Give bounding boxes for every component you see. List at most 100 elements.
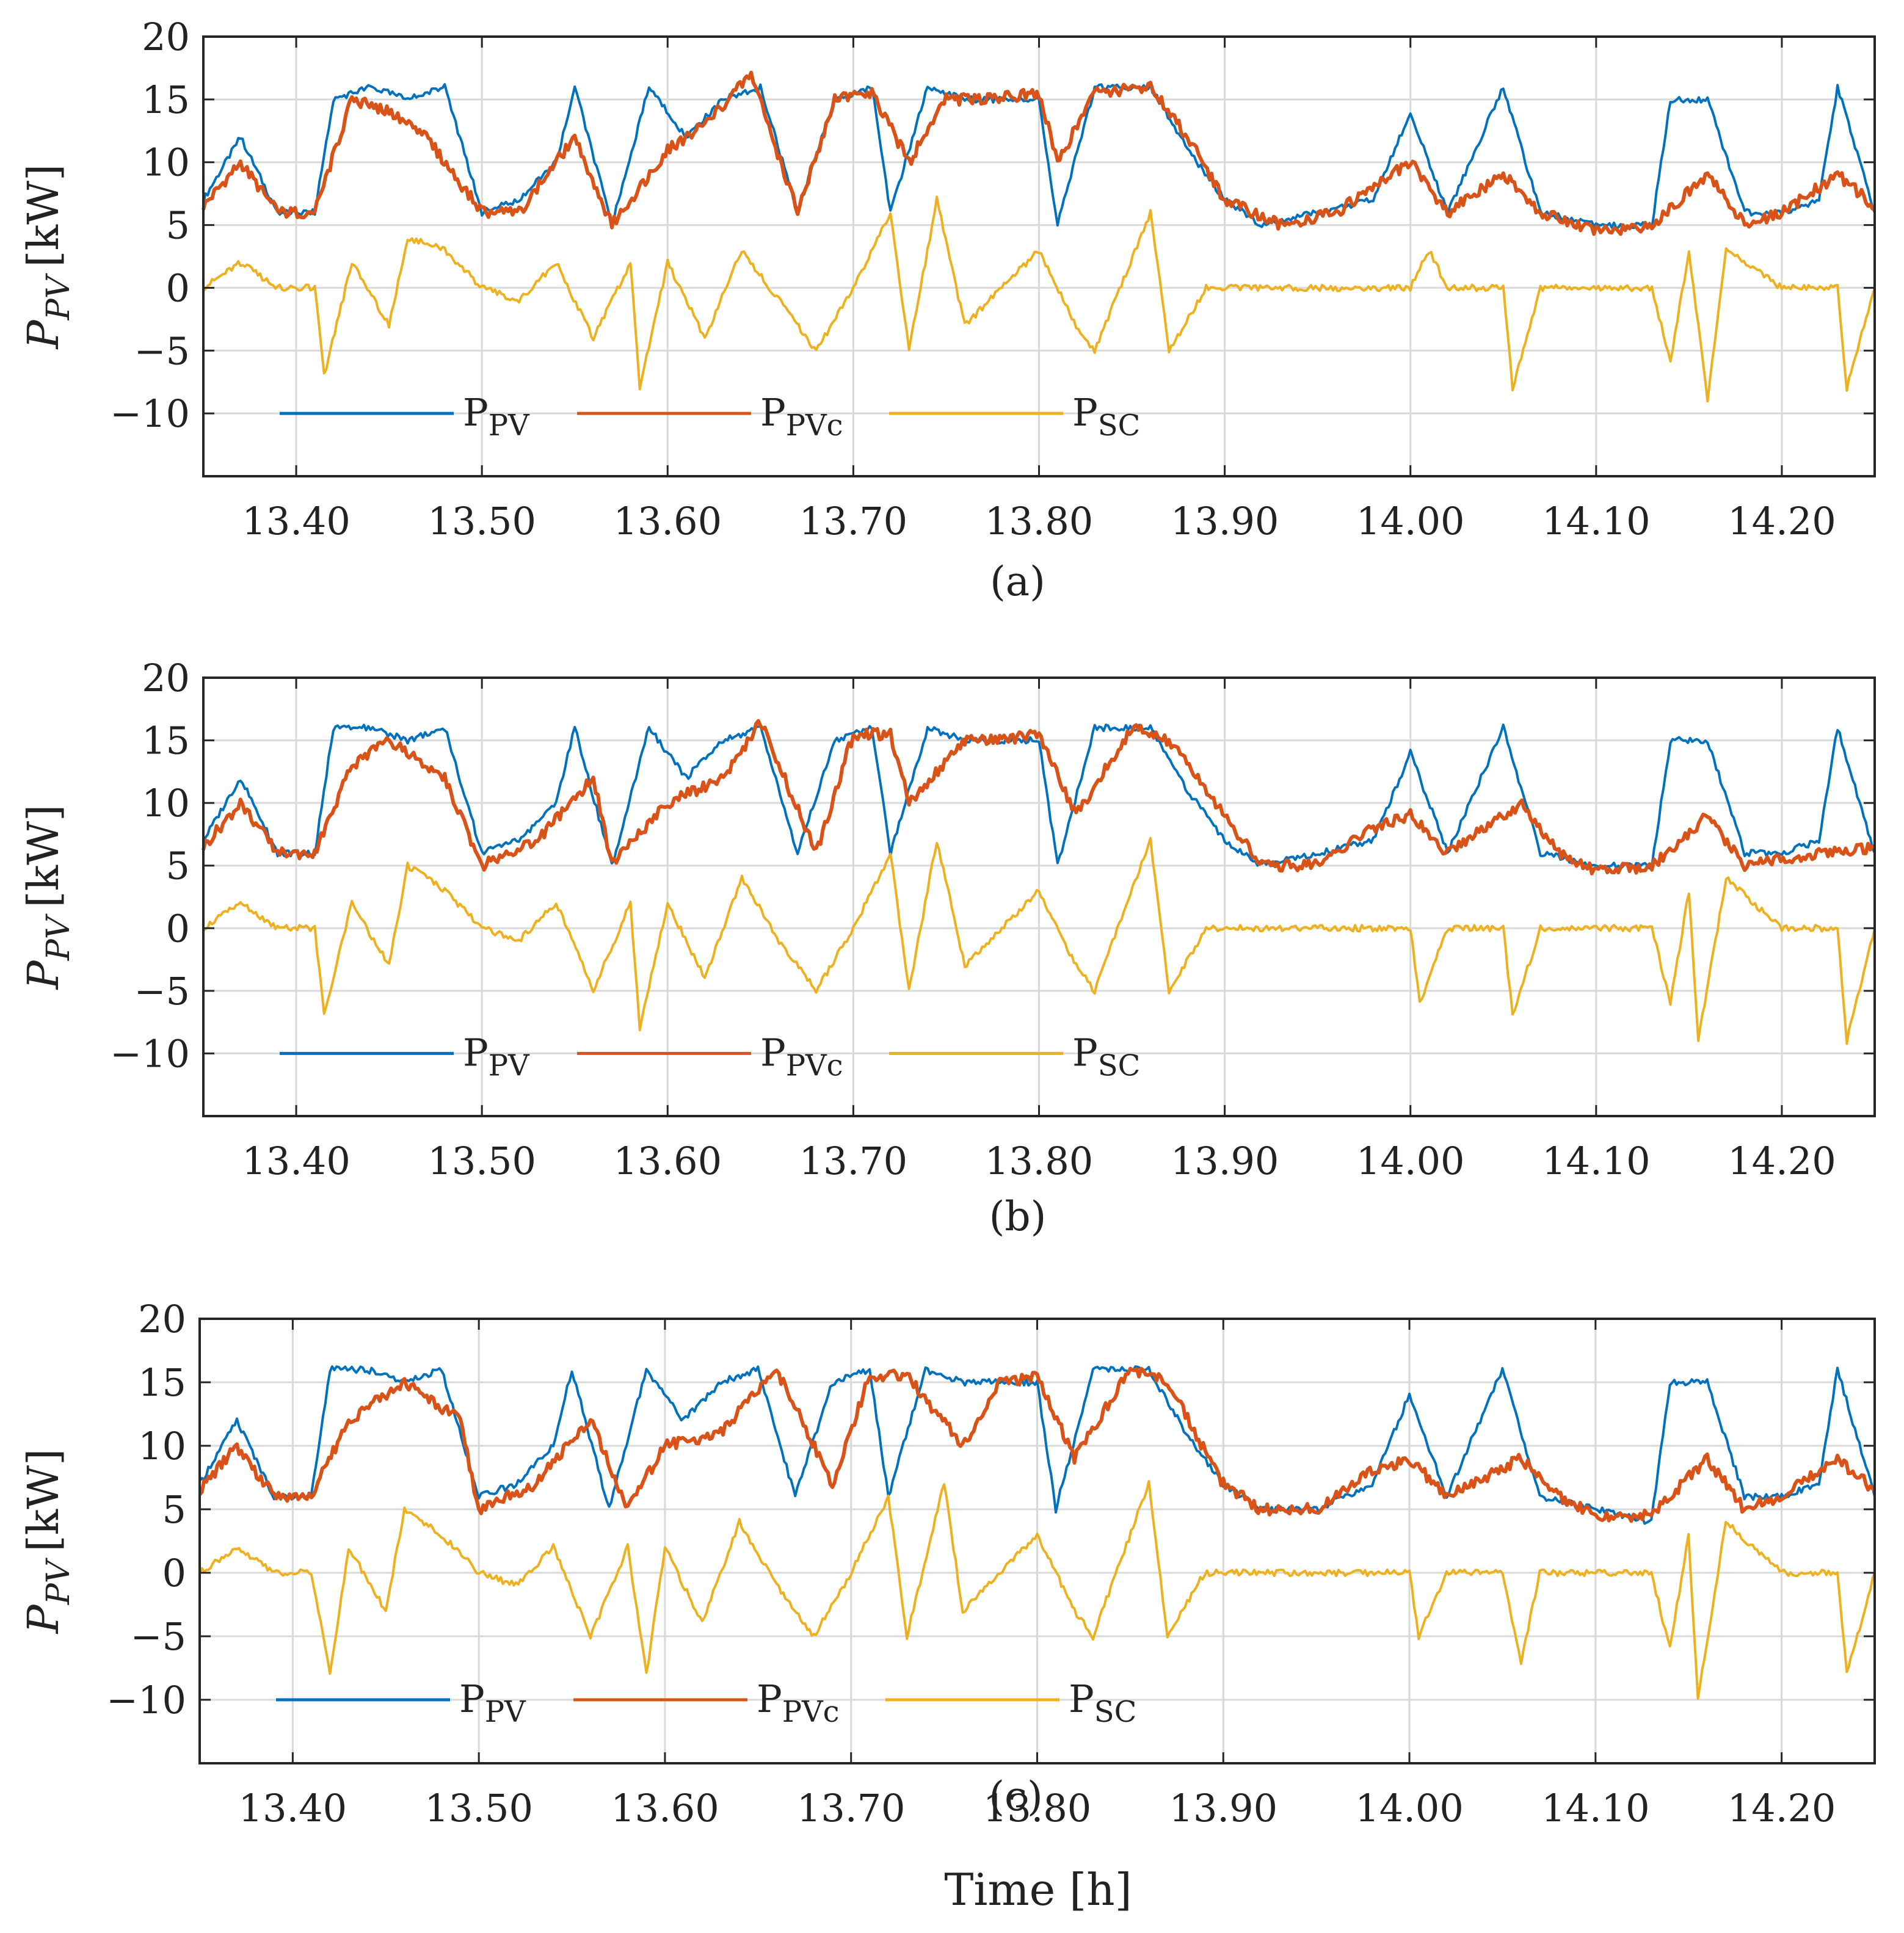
y-axis-title-unit: [kW] <box>18 164 68 267</box>
y-tick-label: −5 <box>134 969 190 1014</box>
y-tick-label: −5 <box>131 1614 186 1659</box>
legend: PPV PPVc PSC <box>280 1030 1140 1083</box>
series-line-sc <box>202 836 1876 1045</box>
y-tick-label: −10 <box>110 1031 190 1076</box>
series-line-pvc <box>202 70 1877 236</box>
x-tick-label: 13.80 <box>985 499 1094 543</box>
y-tick-label: 5 <box>162 1487 186 1532</box>
x-tick-label: 13.90 <box>1171 499 1279 543</box>
y-axis-title: PPV [kW] <box>18 805 77 991</box>
y-tick-label: 20 <box>142 656 190 700</box>
y-tick-label: 20 <box>138 1297 186 1341</box>
series-lines <box>202 719 1876 1045</box>
chart-panel-1: 13.40 13.50 13.60 13.70 13.80 13.90 14.00 14.10… <box>18 15 1877 605</box>
x-axis-title: Time [h] <box>944 1864 1132 1915</box>
x-tick-label: 13.80 <box>983 1786 1092 1830</box>
x-tick-label: 13.50 <box>427 499 536 543</box>
y-tick-label: 10 <box>142 140 190 185</box>
series-lines <box>202 70 1877 403</box>
series-line-pvc <box>202 719 1875 876</box>
panel-caption: (a) <box>990 558 1045 605</box>
ticks <box>200 1318 1875 1763</box>
x-tick-label: 13.90 <box>1171 1139 1279 1183</box>
x-tick-label: 14.00 <box>1356 499 1465 543</box>
legend-label-pv: PPV <box>463 1030 530 1083</box>
x-tick-label: 13.40 <box>242 499 351 543</box>
y-tick-label: −10 <box>110 391 190 436</box>
y-axis-title-main: P <box>18 319 68 350</box>
legend-label-main: P <box>1069 1677 1094 1721</box>
x-tick-label: 14.10 <box>1541 1786 1650 1830</box>
y-axis-title-unit: [kW] <box>18 1449 68 1552</box>
legend-label-sc: PSC <box>1069 1677 1136 1729</box>
y-axis-title: PPV [kW] <box>18 164 77 350</box>
x-tick-label: 13.40 <box>242 1139 351 1183</box>
y-tick-label: 0 <box>166 906 190 951</box>
legend-label-sub: SC <box>1094 1695 1137 1729</box>
x-tick-label: 14.10 <box>1542 499 1651 543</box>
legend-label-sub: SC <box>1098 1048 1141 1083</box>
x-tick-label: 13.60 <box>614 1139 722 1183</box>
y-tick-label: 0 <box>166 266 190 310</box>
legend-label-main: P <box>463 390 489 435</box>
legend-label-sub: PVc <box>786 1048 843 1083</box>
legend-label-sub: PV <box>485 1695 526 1729</box>
chart-panel-2: 13.40 13.50 13.60 13.70 13.80 13.90 14.00 14.10… <box>18 656 1876 1240</box>
y-axis-title-main: P <box>18 1603 68 1634</box>
y-axis-title-sub: PV <box>40 913 77 961</box>
y-tick-label: 0 <box>162 1551 186 1595</box>
x-tick-label: 13.50 <box>424 1786 533 1830</box>
x-tick-label: 13.60 <box>611 1786 719 1830</box>
y-tick-label: 10 <box>142 781 190 825</box>
y-axis-title-unit: [kW] <box>18 805 68 908</box>
legend-label-main: P <box>760 390 786 435</box>
panel-caption: (c) <box>989 1773 1042 1820</box>
y-tick-label: 15 <box>142 719 190 763</box>
y-axis-title-sub: PV <box>40 1558 77 1605</box>
legend-label-pvc: PPVc <box>757 1677 840 1729</box>
legend-label-main: P <box>760 1030 786 1075</box>
x-tick-label: 13.70 <box>797 1786 906 1830</box>
x-tick-label: 13.70 <box>799 499 908 543</box>
legend: PPV PPVc PSC <box>280 390 1140 443</box>
legend-label-sub: PV <box>489 408 530 443</box>
series-line-sc <box>202 195 1876 403</box>
legend-label-sub: PVc <box>786 408 843 443</box>
chart-panel-3: 13.40 13.50 13.60 13.70 13.80 13.90 14.00 14.10… <box>18 1297 1876 1830</box>
y-tick-label: 15 <box>138 1360 186 1405</box>
legend-label-main: P <box>463 1030 489 1075</box>
legend-label-sc: PSC <box>1072 390 1140 443</box>
y-tick-label: 20 <box>142 15 190 59</box>
series-line-sc <box>198 1480 1876 1700</box>
x-tick-label: 13.80 <box>985 1139 1094 1183</box>
legend-label-main: P <box>1072 390 1098 435</box>
legend-label-pvc: PPVc <box>760 1030 843 1083</box>
legend: PPV PPVc PSC <box>276 1677 1136 1729</box>
series-line-pv <box>198 1365 1876 1525</box>
y-axis-title-main: P <box>18 959 68 990</box>
legend-label-sub: SC <box>1098 408 1141 443</box>
series-lines <box>198 1365 1876 1700</box>
y-tick-label: 15 <box>142 78 190 122</box>
y-tick-label: −5 <box>134 328 190 373</box>
x-tick-label: 14.00 <box>1355 1786 1464 1830</box>
y-axis-title-sub: PV <box>40 273 77 321</box>
x-tick-label: 13.50 <box>427 1139 536 1183</box>
y-tick-label: −10 <box>106 1678 186 1722</box>
legend-label-main: P <box>459 1677 485 1721</box>
panel-caption: (b) <box>989 1193 1047 1240</box>
legend-label-pvc: PPVc <box>760 390 843 443</box>
x-tick-label: 13.60 <box>614 499 722 543</box>
x-tick-label: 14.00 <box>1356 1139 1465 1183</box>
panels: 13.40 13.50 13.60 13.70 13.80 13.90 14.00 14.10… <box>18 15 1877 1830</box>
y-axis-title: PPV [kW] <box>18 1449 77 1635</box>
x-tick-label: 13.40 <box>239 1786 347 1830</box>
y-tick-label: 5 <box>166 844 190 888</box>
ticks <box>203 35 1875 476</box>
legend-label-sub: PV <box>489 1048 530 1083</box>
legend-label-main: P <box>1072 1030 1098 1075</box>
x-tick-label: 14.20 <box>1728 499 1836 543</box>
legend-label-pv: PPV <box>459 1677 526 1729</box>
